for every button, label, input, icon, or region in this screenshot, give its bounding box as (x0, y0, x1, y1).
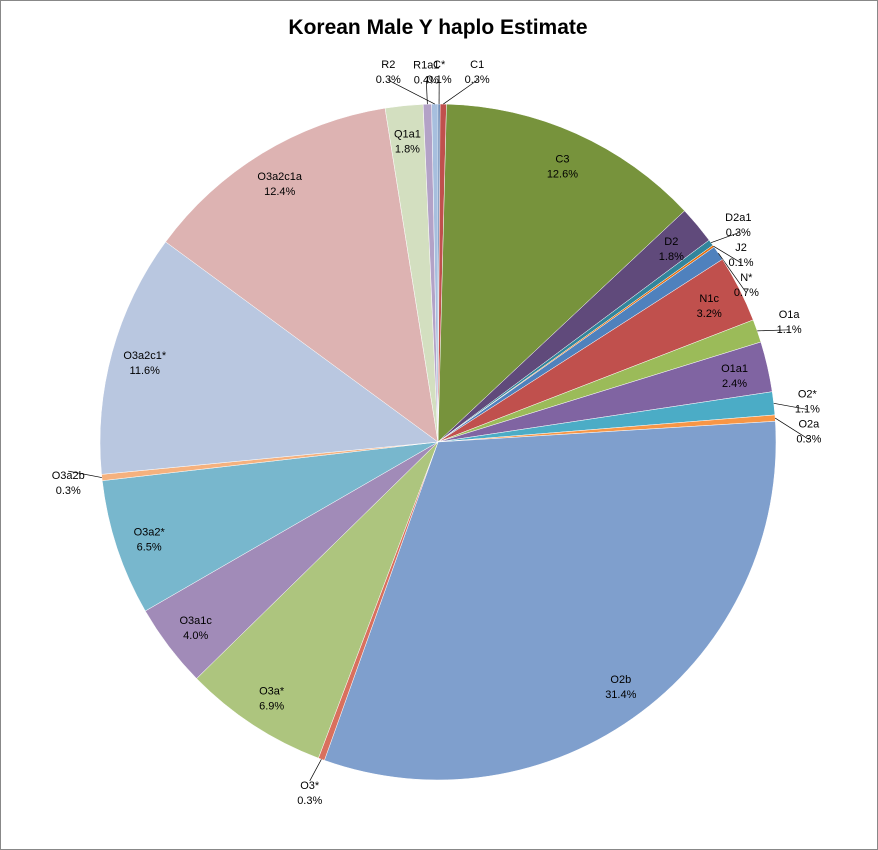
data-label: O3a2c1a 12.4% (257, 171, 303, 198)
data-label: O3a1c 4.0% (180, 615, 213, 642)
label-name: O3* (300, 780, 320, 792)
pie-slice (431, 103, 439, 443)
data-label: D2 1.8% (659, 236, 684, 263)
label-value: 4.0% (183, 630, 208, 642)
label-value: 6.5% (137, 541, 162, 553)
label-value: 0.1% (427, 74, 452, 86)
leader-line (774, 417, 810, 440)
data-label: O1a1 2.4% (721, 363, 748, 390)
pie-slice (196, 441, 439, 759)
label-value: 31.4% (605, 689, 636, 701)
label-value: 6.9% (259, 701, 284, 713)
label-value: 0.3% (726, 227, 751, 239)
data-label: C1 0.3% (465, 59, 490, 86)
pie-slice (101, 441, 439, 612)
label-name: N* (740, 272, 753, 284)
label-value: 11.6% (130, 365, 161, 377)
label-value: 12.6% (547, 168, 578, 180)
label-value: 12.4% (264, 186, 295, 198)
label-name: Q1a1 (394, 128, 421, 140)
label-name: D2a1 (725, 212, 751, 224)
label-value: 2.4% (722, 378, 747, 390)
data-label: O3a2b 0.3% (52, 470, 85, 497)
label-name: N1c (699, 293, 719, 305)
label-value: 3.2% (697, 308, 722, 320)
label-name: J2 (735, 242, 747, 254)
data-label: C3 12.6% (547, 153, 578, 180)
label-value: 1.1% (795, 403, 820, 415)
chart-title: Korean Male Y haplo Estimate (288, 16, 587, 39)
label-name: O3a2b (52, 470, 85, 482)
label-name: C* (433, 59, 446, 71)
data-label: O3a2c1* 11.6% (123, 350, 167, 377)
label-name: O2b (610, 674, 631, 686)
leader-line (713, 245, 742, 264)
label-name: O2* (798, 388, 818, 400)
data-label: O2b 31.4% (605, 674, 636, 701)
leader-line (68, 470, 102, 478)
data-label: O3* 0.3% (297, 780, 322, 807)
data-label: O2a 0.3% (796, 418, 821, 445)
label-value: 0.3% (796, 433, 821, 445)
label-value: 0.3% (465, 74, 490, 86)
data-label: D2a1 0.3% (725, 212, 751, 239)
data-label: O3a* 6.9% (259, 686, 285, 713)
label-name: C3 (555, 153, 569, 165)
label-name: O1a (779, 309, 801, 321)
pie-slice (437, 103, 685, 443)
label-value: 1.8% (395, 143, 420, 155)
label-name: O2a (798, 418, 820, 430)
label-value: 0.3% (376, 74, 401, 86)
pie-slice (99, 241, 439, 475)
pie-slice (165, 107, 439, 443)
data-label: C* 0.1% (427, 59, 452, 86)
leader-line (443, 79, 478, 105)
label-value: 1.8% (659, 251, 684, 263)
label-name: O3a2c1* (123, 350, 167, 362)
label-value: 1.1% (777, 324, 802, 336)
leader-line (773, 402, 808, 410)
leader-line (757, 329, 790, 332)
data-label: O2* 1.1% (795, 388, 820, 415)
data-label: N1c 3.2% (697, 293, 722, 320)
leader-line (718, 252, 747, 294)
label-value: 0.7% (734, 287, 759, 299)
data-label: N* 0.7% (734, 272, 759, 299)
label-name: O1a1 (721, 363, 748, 375)
data-label: O1a 1.1% (777, 309, 802, 336)
label-name: O3a2* (134, 526, 166, 538)
label-name: O3a2c1a (257, 171, 303, 183)
data-label: O3a2* 6.5% (134, 526, 166, 553)
label-value: 0.1% (729, 257, 754, 269)
leader-line (309, 759, 322, 782)
label-name: D2 (664, 236, 678, 248)
label-value: 0.4% (414, 74, 439, 86)
label-name: C1 (470, 59, 484, 71)
data-label: R2 0.3% (376, 59, 401, 86)
label-name: O3a1c (180, 615, 213, 627)
label-name: R2 (381, 59, 395, 71)
label-value: 0.3% (56, 485, 81, 497)
data-label: R1a1 0.4% (413, 59, 439, 86)
label-name: O3a* (259, 686, 285, 698)
data-label: J2 0.1% (729, 242, 754, 269)
leader-line (710, 232, 739, 244)
leader-line (388, 79, 435, 105)
label-value: 0.3% (297, 795, 322, 807)
data-label: Q1a1 1.8% (394, 128, 421, 155)
label-name: R1a1 (413, 59, 439, 71)
pie-slice (324, 421, 777, 781)
